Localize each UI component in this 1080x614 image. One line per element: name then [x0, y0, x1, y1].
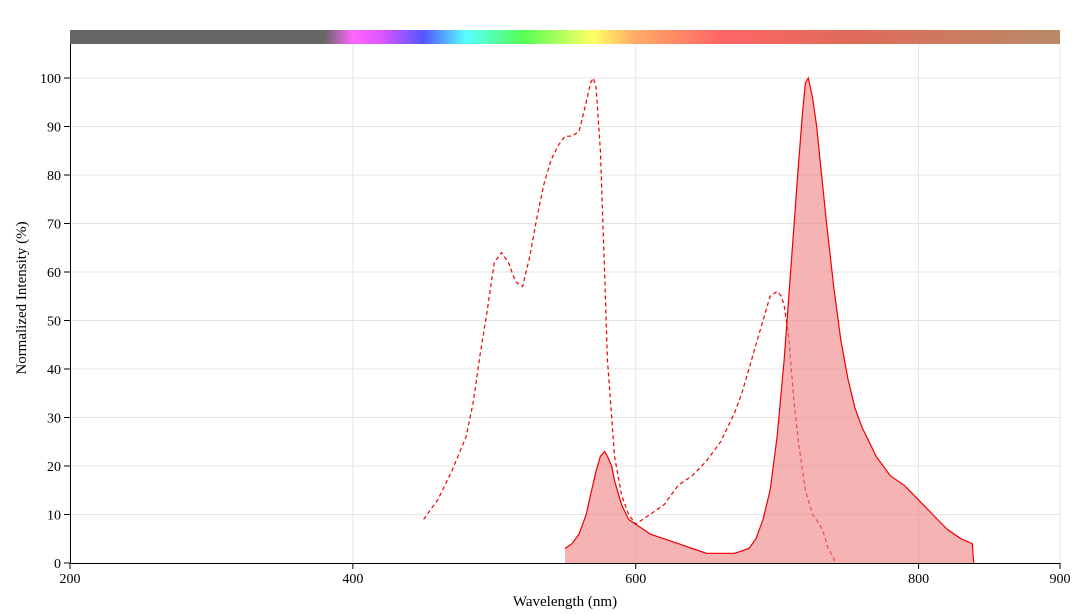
y-tick-label: 70 [47, 218, 61, 233]
series-layer [423, 76, 975, 564]
series-2-area [565, 78, 974, 563]
series-2-line [564, 76, 975, 564]
grid-lines [70, 44, 1061, 563]
y-tick-label: 20 [47, 460, 61, 475]
x-tick-label: 400 [342, 572, 363, 587]
y-tick-label: 50 [47, 315, 61, 330]
x-axis-title: Wavelength (nm) [513, 594, 617, 610]
y-tick-label: 40 [47, 363, 61, 378]
x-tick-label: 600 [625, 572, 646, 587]
y-axis-title: Normalized Intensity (%) [14, 221, 30, 374]
x-tick-label: 200 [60, 572, 81, 587]
y-tick-label: 30 [47, 412, 61, 427]
x-tick-label: 900 [1050, 572, 1071, 587]
x-tick-label: 800 [908, 572, 929, 587]
y-tick-label: 0 [54, 557, 61, 572]
x-axis-ticks: 200 400 600 800 900 [60, 563, 1071, 587]
y-tick-label: 10 [47, 509, 61, 524]
y-tick-label: 90 [47, 121, 61, 136]
y-axis-ticks: 0 10 20 30 40 50 60 70 80 90 100 [40, 72, 70, 572]
spectrum-color-bar [70, 30, 1060, 44]
y-tick-label: 60 [47, 266, 61, 281]
y-tick-label: 100 [40, 72, 61, 87]
y-tick-label: 80 [47, 169, 61, 184]
axes [70, 44, 1060, 564]
